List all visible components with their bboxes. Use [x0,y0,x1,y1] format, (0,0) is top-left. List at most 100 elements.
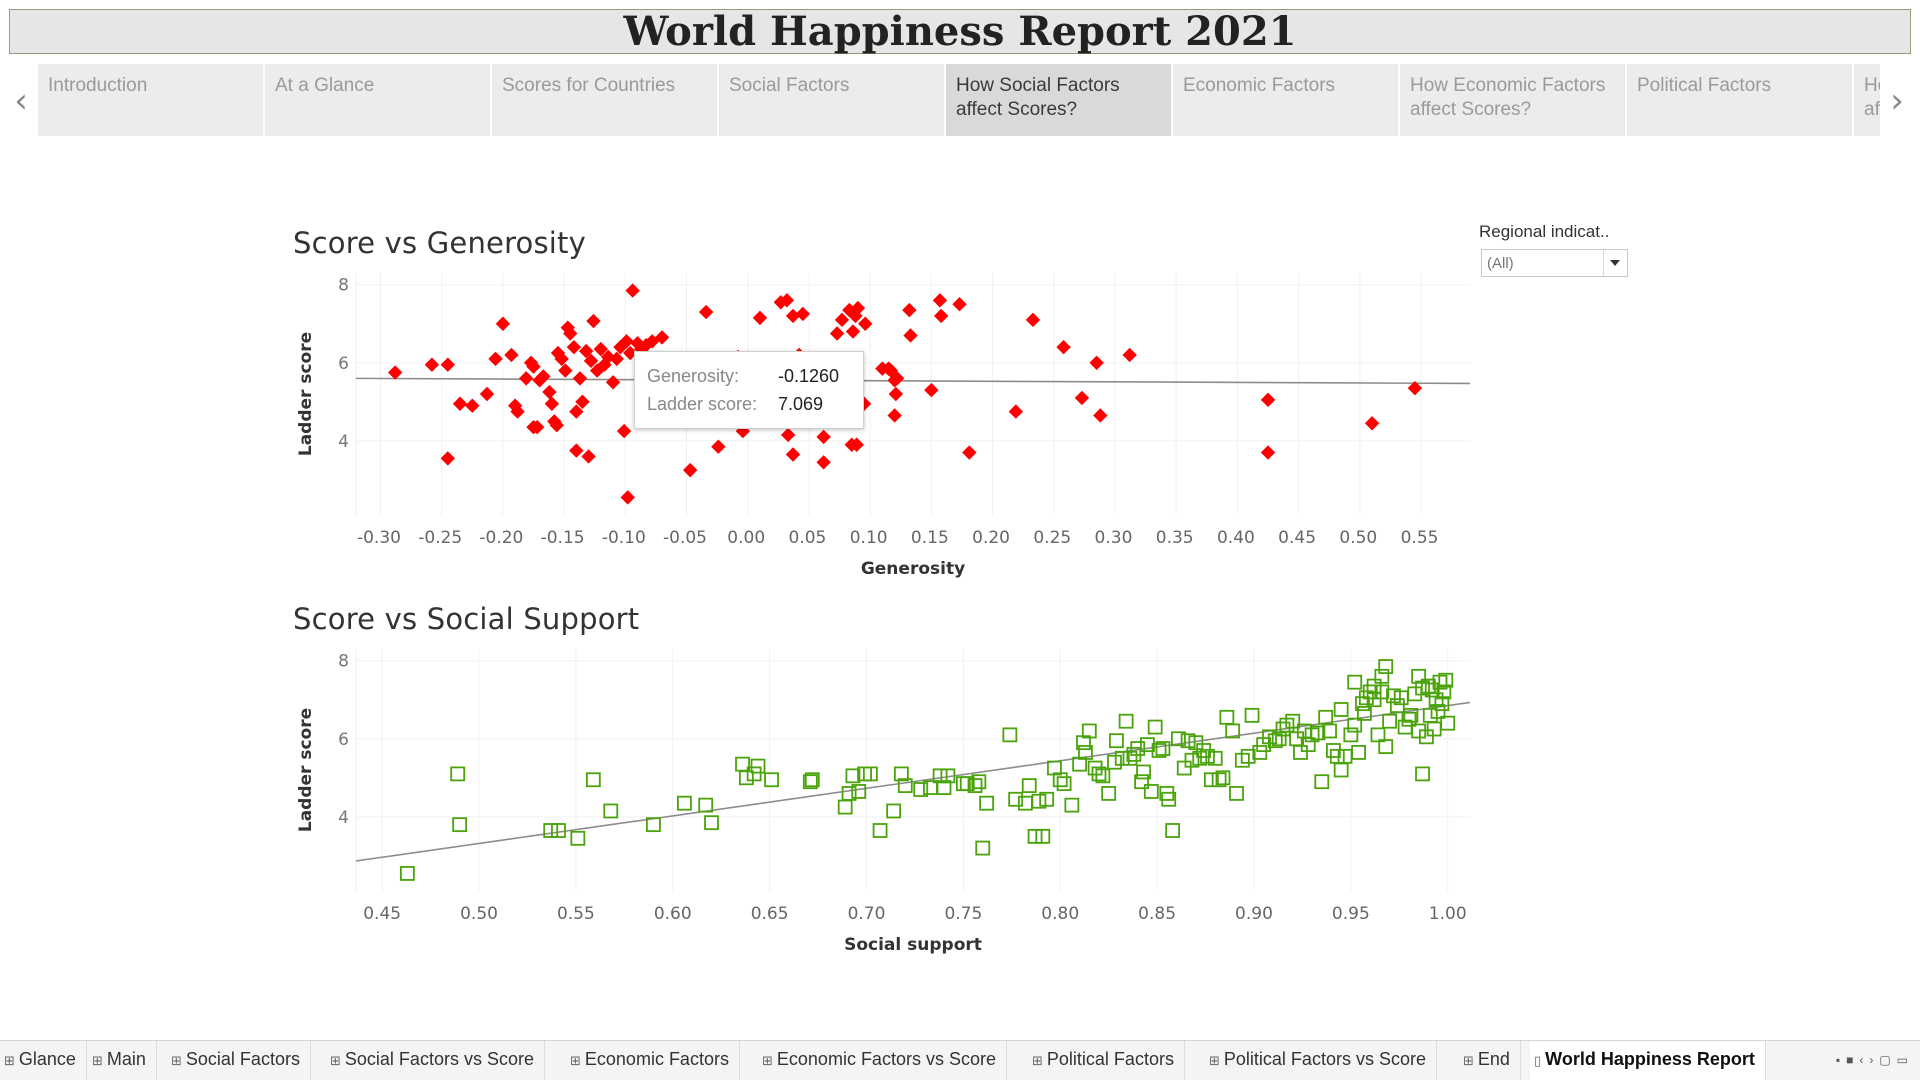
story-point-how-political-factors[interactable]: How Political Factors affect Scores? [1854,64,1880,136]
sheet-tab-social-factors-vs-score[interactable]: ⊞ Social Factors vs Score [326,1041,545,1080]
sheet-tab-political-factors[interactable]: ⊞ Political Factors [1028,1041,1185,1080]
data-point [858,316,873,331]
previous-story-arrow-icon[interactable]: ‹ [14,81,28,121]
data-point [1056,339,1071,355]
data-point [1161,791,1177,807]
data-point [780,427,796,443]
story-point-how-economic-factors[interactable]: How Economic Factors affect Scores? [1400,64,1625,136]
data-point [785,308,801,324]
data-point [529,419,545,435]
data-point [1310,725,1326,741]
chart-title-generosity: Score vs Generosity [293,226,586,260]
data-point [1314,774,1330,790]
data-point [536,369,551,384]
data-point [704,815,719,831]
story-point-economic-factors[interactable]: Economic Factors [1173,64,1398,136]
region-filter-value: (All) [1487,255,1514,272]
data-point [940,768,956,784]
data-point [572,371,588,386]
story-point-at-a-glance[interactable]: At a Glance [265,64,490,136]
data-point [903,328,918,343]
data-point [1240,748,1256,764]
data-point [1382,713,1397,729]
sheet-tab-label: World Happiness Report [1545,1049,1755,1069]
y-tick-label: 6 [338,354,349,374]
story-navigator: ‹ Introduction At a Glance Scores for Co… [0,64,1920,136]
data-point [1056,776,1072,792]
story-point-scores-for-countries[interactable]: Scores for Countries [492,64,717,136]
data-point [1415,766,1430,782]
x-tick-label: 0.65 [751,904,789,924]
data-point [645,334,660,349]
data-point [654,330,670,345]
data-point [1436,684,1452,700]
data-point [424,357,440,372]
x-tick-label: -0.20 [479,528,523,548]
scatter-charts-canvas[interactable]: 4 6 8 -0.30 -0.25 -0.20 -0.15 -0.10 -0.05 0.00 0.0… [0,0,1920,1040]
x-tick-label: 0.25 [1033,528,1071,548]
sheet-tab-main[interactable]: ⊞ Main [88,1041,157,1080]
data-point [1426,721,1442,737]
story-point-introduction[interactable]: Introduction [38,64,263,136]
sheet-tab-end[interactable]: ⊞ End [1459,1041,1521,1080]
region-filter-dropdown[interactable]: (All) [1481,249,1628,277]
data-point [542,384,557,400]
x-tick-label: 0.00 [727,528,765,548]
data-point [440,357,456,372]
sheet-tab-world-happiness-report[interactable]: ▯ World Happiness Report [1530,1041,1766,1080]
sheet-navigation-controls[interactable]: ▪■‹›▢▭ [1835,1053,1914,1067]
data-point [1370,727,1386,743]
data-point [600,349,616,365]
data-point [862,766,878,782]
data-point [1386,688,1401,704]
data-point [645,817,661,833]
data-point [872,823,888,838]
data-point [816,455,831,470]
data-point [1151,743,1167,758]
sheet-tab-glance[interactable]: ⊞ Glance [0,1041,87,1080]
data-point [746,766,762,782]
data-point [603,803,619,819]
data-point [967,778,983,794]
data-point [738,770,754,786]
next-story-arrow-icon[interactable]: › [1890,81,1904,121]
data-point [1035,828,1051,844]
x-tick-label: 1.00 [1429,904,1467,924]
sheet-tab-economic-factors-vs-score[interactable]: ⊞ Economic Factors vs Score [758,1041,1007,1080]
trend-line [355,701,1471,862]
x-tick-label: 0.90 [1235,904,1273,924]
story-point-how-social-factors[interactable]: How Social Factors affect Scores? [946,64,1171,136]
data-point [1403,707,1419,723]
data-point [544,396,560,411]
sheet-tab-social-factors[interactable]: ⊞ Social Factors [167,1041,311,1080]
story-point-political-factors[interactable]: Political Factors [1627,64,1852,136]
data-point [1025,312,1041,328]
data-point [593,341,609,357]
dropdown-arrow-icon[interactable] [1603,250,1627,276]
x-axis-title: Generosity [861,559,965,579]
data-point [1184,752,1200,768]
data-point [1424,682,1440,698]
data-point [1176,760,1192,776]
sheet-tab-political-factors-vs-score[interactable]: ⊞ Political Factors vs Score [1205,1041,1437,1080]
data-point [932,768,948,784]
tooltip-generosity-label: Generosity: [647,366,740,386]
data-point [1438,672,1454,688]
data-point [752,310,768,326]
sheet-tab-economic-factors[interactable]: ⊞ Economic Factors [566,1041,740,1080]
x-tick-label: 0.40 [1217,528,1255,548]
data-point [750,758,766,774]
data-point [1389,698,1405,713]
data-point [1347,674,1363,690]
data-point [560,320,575,335]
data-point [570,830,586,846]
story-point-social-factors[interactable]: Social Factors [719,64,944,136]
grid-icon: ⊞ [92,1053,103,1068]
data-point [952,297,967,312]
data-point [1188,735,1204,751]
y-tick-label: 4 [338,808,349,828]
data-point [450,766,466,782]
data-point [1229,786,1244,801]
data-point [804,772,820,788]
sheet-tab-label: End [1477,1049,1510,1069]
